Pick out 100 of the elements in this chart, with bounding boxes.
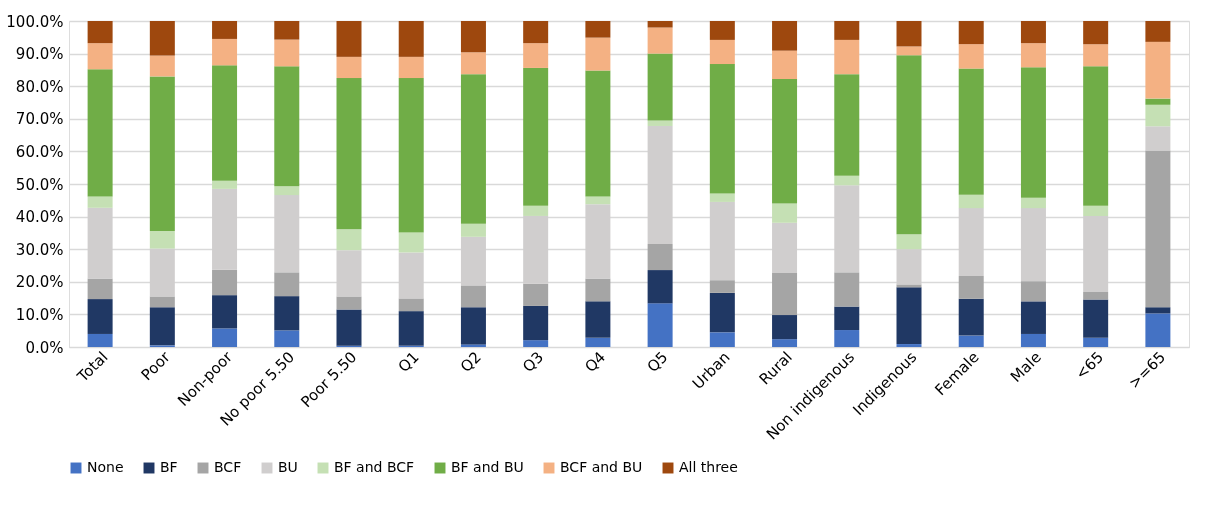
bar <box>772 21 798 51</box>
y-tick-label: 90.0% <box>15 45 64 64</box>
bar <box>523 283 549 306</box>
bar <box>523 43 549 68</box>
bar <box>772 315 798 340</box>
bar <box>1083 337 1109 347</box>
bar <box>647 303 673 347</box>
bar <box>1020 21 1046 44</box>
bar <box>212 328 238 347</box>
bar <box>772 50 798 80</box>
bar <box>647 27 673 54</box>
bar <box>336 296 362 310</box>
bar <box>647 120 673 126</box>
bar <box>958 44 984 69</box>
bar <box>958 68 984 195</box>
y-tick-label: 0.0% <box>25 338 64 357</box>
bar <box>1020 281 1046 302</box>
x-tick-label: Q2 <box>456 348 485 376</box>
y-tick-label: 100.0% <box>6 12 64 31</box>
bar <box>1145 150 1171 308</box>
bar <box>523 67 549 206</box>
bar <box>274 66 300 187</box>
bar <box>460 74 486 224</box>
bar <box>212 269 238 296</box>
y-tick-label: 30.0% <box>15 240 64 259</box>
bar <box>1083 299 1109 338</box>
bar <box>958 194 984 209</box>
bar <box>398 232 424 253</box>
legend-label: All three <box>679 459 738 475</box>
x-tick-label: Q3 <box>519 348 547 376</box>
legend-label: BF and BU <box>451 459 524 475</box>
bar <box>772 339 798 347</box>
bar <box>1145 41 1171 99</box>
y-tick-label: 40.0% <box>15 208 64 227</box>
bar <box>1083 66 1109 206</box>
bar <box>896 21 922 47</box>
bar <box>647 243 673 271</box>
bar <box>274 296 300 331</box>
bar <box>149 230 175 249</box>
bar <box>212 21 238 39</box>
legend-label: BCF <box>214 459 242 475</box>
bar <box>1145 21 1171 42</box>
bar <box>1145 104 1171 127</box>
bar <box>1020 43 1046 68</box>
x-tick-label: Q1 <box>394 348 423 376</box>
bar <box>523 340 549 347</box>
bar <box>212 65 238 181</box>
bar <box>212 180 238 189</box>
bar <box>398 56 424 79</box>
bar <box>585 196 611 205</box>
bar <box>523 305 549 341</box>
x-tick-label: Q4 <box>581 348 610 376</box>
bar <box>1020 333 1046 347</box>
bar <box>647 53 673 121</box>
bar <box>772 79 798 204</box>
bar <box>585 278 611 302</box>
bar <box>87 196 113 208</box>
bar <box>834 272 860 307</box>
bar <box>523 205 549 216</box>
bar <box>709 280 735 293</box>
bar <box>87 299 113 334</box>
bar <box>149 21 175 56</box>
bar <box>460 307 486 345</box>
bar <box>460 344 486 347</box>
bar <box>647 21 673 28</box>
y-tick-label: 70.0% <box>15 110 64 129</box>
bar <box>709 39 735 65</box>
bar <box>834 306 860 331</box>
bar <box>274 21 300 40</box>
bar <box>87 278 113 300</box>
bar <box>585 21 611 38</box>
y-tick-label: 50.0% <box>15 175 64 194</box>
bar <box>896 284 922 288</box>
bar <box>336 229 362 251</box>
bar <box>709 21 735 40</box>
bar <box>149 307 175 346</box>
bar <box>647 270 673 304</box>
bar <box>958 275 984 299</box>
bar <box>1083 291 1109 300</box>
bar <box>585 337 611 347</box>
bar <box>834 175 860 186</box>
bar <box>149 76 175 231</box>
bar <box>274 330 300 347</box>
legend-label: BCF and BU <box>560 459 643 475</box>
bar <box>585 301 611 338</box>
bar <box>958 21 984 45</box>
bar <box>1083 44 1109 67</box>
bar <box>834 39 860 75</box>
bar <box>896 234 922 250</box>
bar <box>772 203 798 223</box>
bar <box>523 21 549 44</box>
bar <box>212 38 238 66</box>
bar <box>398 298 424 312</box>
legend-label: BF <box>160 459 178 475</box>
bar <box>336 21 362 57</box>
bar <box>1083 205 1109 216</box>
bar <box>274 39 300 67</box>
bar <box>398 311 424 346</box>
bar <box>709 193 735 202</box>
bar <box>1145 313 1171 347</box>
